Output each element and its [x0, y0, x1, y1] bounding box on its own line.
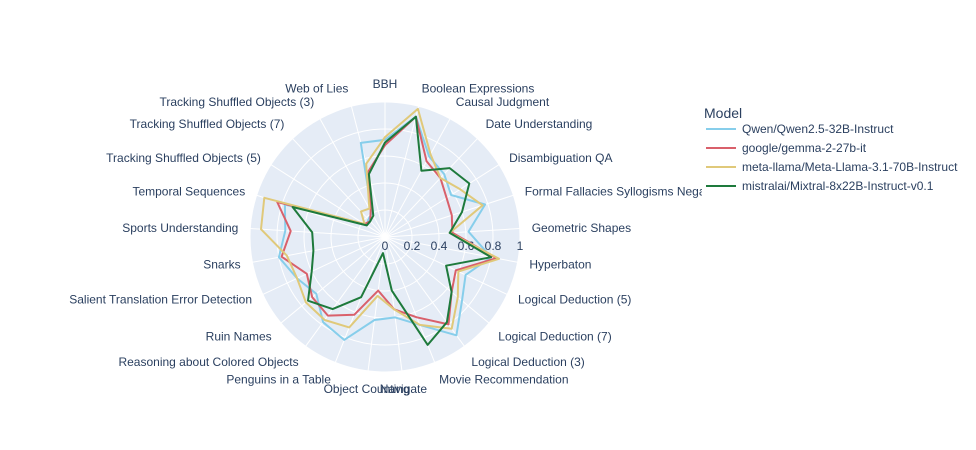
- category-label: Reasoning about Colored Objects: [118, 355, 298, 369]
- category-label: Sports Understanding: [122, 221, 238, 235]
- category-label: Disambiguation QA: [509, 151, 612, 165]
- legend-item[interactable]: mistralai/Mixtral-8x22B-Instruct-v0.1: [706, 179, 934, 193]
- grid-spoke: [305, 236, 386, 347]
- category-label: Causal Judgment: [456, 95, 550, 109]
- grid-spoke: [384, 236, 403, 371]
- category-label: Tracking Shuffled Objects (5): [106, 151, 261, 165]
- grid-spoke: [384, 138, 478, 238]
- category-label: Logical Deduction (3): [471, 355, 584, 369]
- category-label: Date Understanding: [486, 117, 593, 131]
- legend-title: Model: [704, 105, 742, 121]
- grid-spoke: [384, 236, 490, 324]
- series-traces: [260, 107, 500, 346]
- category-label: Salient Translation Error Detection: [69, 293, 252, 307]
- grid-spoke: [280, 236, 386, 324]
- grid-spoke: [384, 106, 420, 238]
- legend-label: google/gemma-2-27b-it: [742, 141, 867, 155]
- legend[interactable]: Model Qwen/Qwen2.5-32B-Instruct google/ge…: [704, 105, 958, 193]
- category-label: Snarks: [203, 258, 240, 272]
- series-line: [260, 107, 500, 330]
- radial-tick-label: 0.8: [485, 239, 502, 253]
- legend-item[interactable]: meta-llama/Meta-Llama-3.1-70B-Instruct: [706, 160, 958, 174]
- category-label: Movie Recommendation: [439, 373, 568, 387]
- grid-spoke: [367, 236, 386, 371]
- category-label: Ruin Names: [206, 330, 272, 344]
- category-label: Object Counting: [324, 382, 410, 396]
- grid-spoke: [384, 194, 514, 238]
- legend-label: Qwen/Qwen2.5-32B-Instruct: [742, 122, 894, 136]
- category-label: Temporal Sequences: [132, 185, 245, 199]
- grid-spoke: [384, 164, 500, 238]
- category-label: Tracking Shuffled Objects (3): [159, 95, 314, 109]
- category-label: Boolean Expressions: [422, 82, 535, 96]
- legend-items[interactable]: Qwen/Qwen2.5-32B-Instruct google/gemma-2-…: [706, 122, 958, 193]
- grid-spoke: [319, 118, 386, 238]
- legend-label: mistralai/Mixtral-8x22B-Instruct-v0.1: [742, 179, 934, 193]
- category-label: Navigate: [380, 382, 428, 396]
- category-label: Logical Deduction (7): [498, 330, 611, 344]
- category-label: Logical Deduction (5): [518, 293, 631, 307]
- grid-spoke: [252, 236, 386, 263]
- grid-spoke: [384, 118, 451, 238]
- category-label: Tracking Shuffled Objects (7): [130, 117, 285, 131]
- grid-spoke: [262, 236, 386, 295]
- radial-tick-label: 0.4: [431, 239, 448, 253]
- category-label: Geometric Shapes: [532, 221, 631, 235]
- radial-tick-label: 1: [517, 239, 524, 253]
- category-label: Formal Fallacies Syllogisms Negation: [525, 185, 725, 199]
- legend-item[interactable]: Qwen/Qwen2.5-32B-Instruct: [706, 122, 894, 136]
- category-label: Hyperbaton: [529, 258, 591, 272]
- legend-item[interactable]: google/gemma-2-27b-it: [706, 141, 867, 155]
- grid-spoke: [334, 236, 386, 363]
- category-label: Penguins in a Table: [226, 373, 331, 387]
- series-line: [291, 115, 493, 346]
- radial-tick-label: 0: [382, 239, 389, 253]
- grid-spoke: [250, 228, 386, 238]
- radial-tick-label: 0.2: [404, 239, 421, 253]
- category-label: BBH: [373, 77, 398, 91]
- legend-label: meta-llama/Meta-Llama-3.1-70B-Instruct: [742, 160, 958, 174]
- category-label: Web of Lies: [285, 82, 348, 96]
